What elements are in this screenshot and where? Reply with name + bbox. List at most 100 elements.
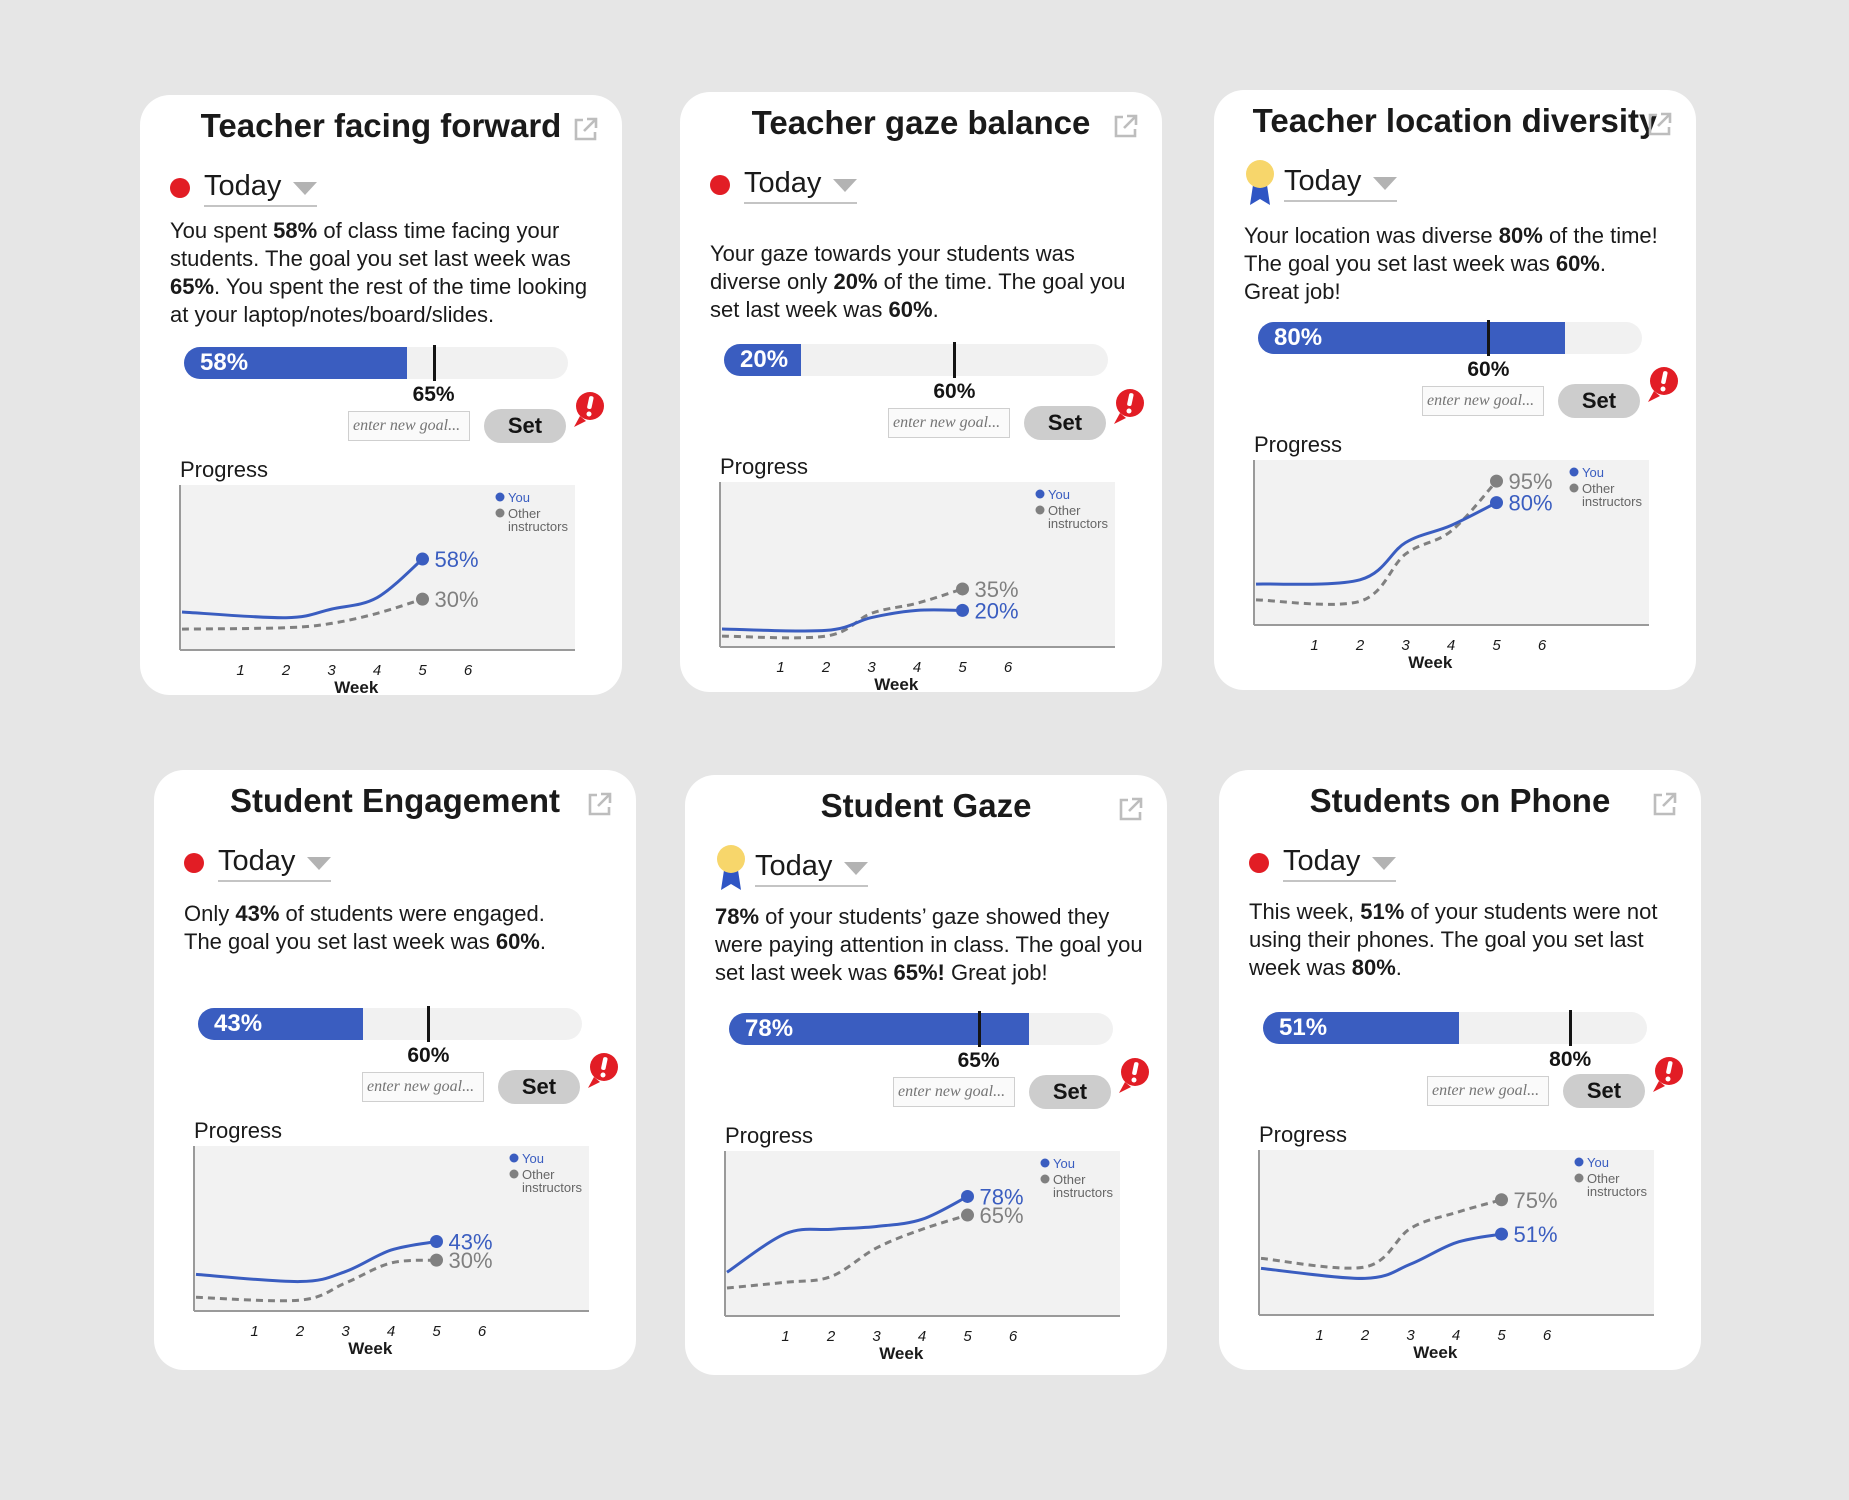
set-goal-button[interactable]: Set [484,409,566,443]
goal-value: 60% [407,1044,450,1067]
set-goal-button[interactable]: Set [1029,1075,1111,1109]
you-series-line [726,1195,969,1274]
you-end-label: 58% [435,547,479,572]
legend-other-dot [1569,483,1579,493]
you-series-line [1260,1232,1502,1280]
x-tick-label: 3 [327,662,336,679]
alert-bubble-icon[interactable] [572,391,606,429]
other-endpoint [430,1253,443,1267]
external-link-icon[interactable] [572,115,600,143]
legend-other-label: Other [1053,1172,1086,1187]
legend-other-dot [1574,1173,1584,1183]
metric-card: Teacher facing forward Today You spent 58%… [140,95,622,696]
description-segment: were paying attention in class. The goal… [715,932,1143,957]
alert-bubble-icon[interactable] [1646,366,1680,404]
description-segment: 58% [273,218,318,243]
goal-progress-bar: 80% 60% [1258,320,1642,381]
new-goal-input[interactable] [888,408,1010,438]
alert-bubble-icon[interactable] [586,1052,620,1090]
external-link-icon[interactable] [1646,110,1674,138]
goal-progress-bar: 51% 80% [1263,1010,1647,1071]
description-segment: of class time facing your [317,218,560,243]
new-goal-input[interactable] [893,1077,1015,1107]
new-goal-input[interactable] [1422,386,1544,416]
x-tick-label: 5 [963,1328,972,1345]
goal-value: 80% [1549,1048,1592,1071]
description-segment: Great job! [1244,279,1341,304]
description-segment: 60% [495,929,540,954]
card-title: Teacher gaze balance [751,104,1091,141]
period-dropdown[interactable]: Today [755,850,869,887]
x-tick-label: 2 [295,1323,305,1340]
award-ribbon-icon [715,844,747,892]
metric-card: Student Engagement Today Only 43% of stude… [154,770,636,1370]
description-segment: . You spent the rest of the time looking [214,274,588,299]
legend-other-label-2: instructors [522,1180,582,1195]
other-end-label: 30% [449,1248,493,1273]
plot-area [720,482,1115,647]
chevron-down-icon [293,181,318,195]
progress-value: 58% [200,349,249,376]
plot-area [1254,460,1649,625]
chevron-down-icon [833,178,858,192]
x-tick-label: 4 [913,659,921,676]
period-row: Today [1249,840,1397,886]
set-goal-button[interactable]: Set [1558,384,1640,418]
goal-progress-bar: 20% 60% [724,342,1108,403]
legend-you-label: You [1582,465,1604,480]
new-goal-input[interactable] [362,1072,484,1102]
alert-bubble-icon[interactable] [1117,1057,1151,1095]
legend-other-label-2: instructors [1048,516,1108,531]
description-segment: week was [1249,955,1352,980]
x-tick-label: 3 [341,1323,350,1340]
legend-other-label-2: instructors [1582,494,1642,509]
goal-progress-bar: 43% 60% [198,1006,582,1067]
card-title: Teacher location diversity [1252,102,1658,139]
external-link-icon[interactable] [1112,112,1140,140]
other-series-line [1260,1198,1502,1270]
progress-value: 20% [740,346,789,373]
set-goal-button[interactable]: Set [498,1070,580,1104]
external-link-icon[interactable] [1651,790,1679,818]
legend-other-label: Other [1587,1171,1620,1186]
legend-other-label-2: instructors [1587,1184,1647,1199]
legend-you-dot [1035,489,1045,499]
description-segment: The goal you set last week was [184,929,496,954]
period-dropdown[interactable]: Today [744,167,858,204]
you-end-label: 78% [980,1184,1024,1209]
period-label: Today [204,169,282,202]
period-dropdown[interactable]: Today [1284,165,1398,202]
new-goal-input[interactable] [1427,1076,1549,1106]
period-row: Today [184,840,332,886]
card-description: This week, 51% of your students were not… [1249,898,1681,982]
alert-bubble-icon[interactable] [1112,388,1146,426]
period-dropdown[interactable]: Today [204,169,318,207]
set-goal-button[interactable]: Set [1024,406,1106,440]
x-tick-label: 5 [1492,637,1501,654]
period-dropdown[interactable]: Today [1283,844,1397,882]
description-line: You spent 58% of class time facing your [170,217,602,245]
external-link-icon[interactable] [1117,795,1145,823]
description-segment: . [539,929,546,954]
new-goal-input[interactable] [348,411,470,441]
x-tick-label: 1 [781,1328,789,1345]
metric-card: Teacher gaze balance Today Your gaze towar… [680,92,1162,693]
external-link-icon[interactable] [586,790,614,818]
period-dropdown[interactable]: Today [218,845,332,882]
legend-you-label: You [1587,1155,1609,1170]
alert-bubble-icon[interactable] [1651,1056,1685,1094]
goal-marker [1487,320,1491,356]
x-tick-label: 1 [1315,1327,1323,1344]
set-goal-button[interactable]: Set [1563,1074,1645,1108]
period-label: Today [1283,844,1361,877]
you-end-label: 80% [1509,491,1553,516]
other-endpoint [1495,1193,1508,1207]
description-line: using their phones. The goal you set las… [1249,926,1681,954]
other-end-label: 65% [980,1203,1024,1228]
description-segment: 80% [1351,955,1396,980]
period-row: Today [1244,160,1398,206]
description-line: 65%. You spent the rest of the time look… [170,273,602,301]
x-tick-label: 2 [821,659,831,676]
